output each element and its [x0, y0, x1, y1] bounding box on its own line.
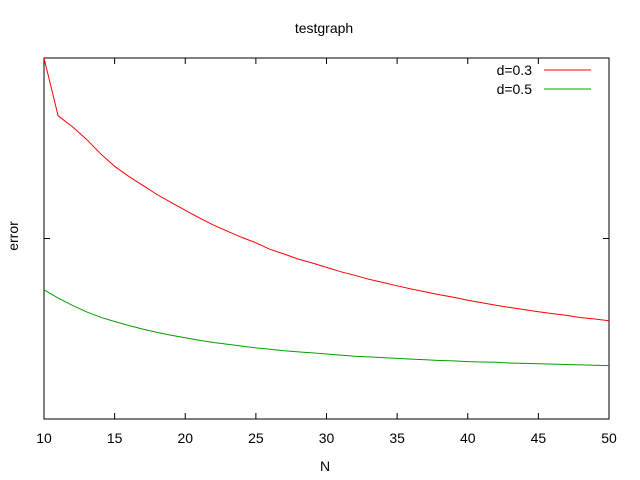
plot-lines	[43, 57, 610, 367]
y-axis-label: error	[5, 221, 21, 251]
x-axis-label: N	[320, 458, 330, 474]
x-tick-label: 30	[319, 430, 335, 446]
legend: d=0.3 d=0.5	[497, 62, 591, 97]
x-tick-label: 40	[460, 430, 476, 446]
series-line-1	[43, 57, 610, 322]
legend-label: d=0.5	[497, 81, 533, 97]
x-tick-label: 50	[601, 430, 617, 446]
plot-frame	[43, 57, 610, 420]
y-axis-ticks	[44, 57, 609, 420]
series-line-2	[43, 289, 610, 367]
x-tick-label: 25	[248, 430, 264, 446]
chart-title: testgraph	[295, 20, 353, 36]
x-tick-label: 45	[531, 430, 547, 446]
legend-label: d=0.3	[497, 62, 533, 78]
x-tick-label: 35	[389, 430, 405, 446]
x-tick-label: 10	[36, 430, 52, 446]
x-tick-label: 15	[107, 430, 123, 446]
x-axis-ticks: 10 15 20 25 30 35 40 45 50	[36, 58, 617, 446]
x-tick-label: 20	[177, 430, 193, 446]
